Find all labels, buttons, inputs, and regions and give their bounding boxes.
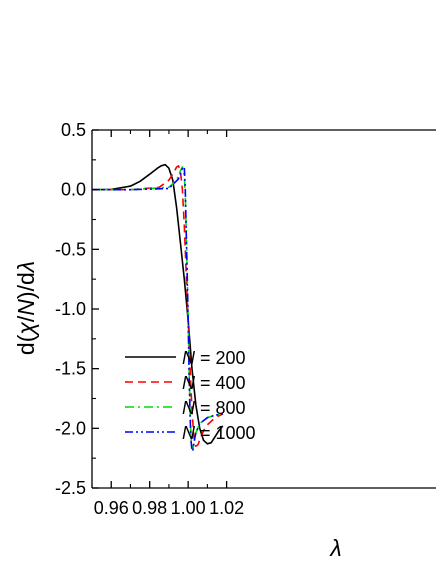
y-axis-title-lambda: λ — [13, 261, 39, 274]
x-tick-label: 1.00 — [171, 498, 206, 518]
legend-label-value: = 200 — [195, 348, 246, 368]
y-tick-label: -1.0 — [55, 299, 86, 319]
y-axis-title-mid: )/d — [13, 272, 39, 299]
legend-label-2: N = 400 — [182, 373, 246, 393]
ticks-group — [91, 129, 228, 489]
series-line-4 — [92, 166, 223, 452]
y-tick-label: -2.5 — [55, 478, 86, 498]
legend-label-3: N = 800 — [182, 398, 246, 418]
y-axis-title-chi: χ — [13, 322, 39, 337]
legend-label-4: N = 1000 — [182, 423, 256, 443]
axes-frame — [91, 129, 436, 489]
y-tick-label: 0.0 — [61, 180, 86, 200]
legend-label-value: = 1000 — [195, 423, 256, 443]
x-axis-title: λ — [328, 535, 341, 561]
y-tick-label: -1.5 — [55, 359, 86, 379]
legend-label-value: = 400 — [195, 373, 246, 393]
y-axis-title-n: N — [13, 299, 39, 316]
y-axis-title-prefix: d( — [13, 334, 39, 355]
series-group — [92, 163, 224, 452]
y-tick-label: -0.5 — [55, 239, 86, 259]
plot-area: 0.5 0.0 -0.5 -1.0 -1.5 -2.0 -2.5 0.96 0.98 1.00 1.… — [55, 120, 436, 518]
x-tick-label: 0.98 — [132, 498, 167, 518]
x-tick-label: 0.96 — [94, 498, 129, 518]
legend-label-var: N — [182, 398, 196, 418]
legend-label-var: N — [182, 423, 196, 443]
legend-label-var: N — [182, 348, 196, 368]
legend-label-var: N — [182, 373, 196, 393]
legend-label-value: = 800 — [195, 398, 246, 418]
x-tick-label: 1.02 — [209, 498, 244, 518]
y-axis-title: d(χ/N)/dλ — [13, 261, 39, 355]
y-axis-title-slash: / — [13, 315, 39, 322]
y-tick-label: 0.5 — [61, 120, 86, 140]
tick-labels-group: 0.5 0.0 -0.5 -1.0 -1.5 -2.0 -2.5 0.96 0.98 1.00 1.… — [55, 120, 244, 518]
y-tick-label: -2.0 — [55, 418, 86, 438]
series-line-1 — [92, 163, 224, 445]
legend-label-1: N = 200 — [182, 348, 246, 368]
